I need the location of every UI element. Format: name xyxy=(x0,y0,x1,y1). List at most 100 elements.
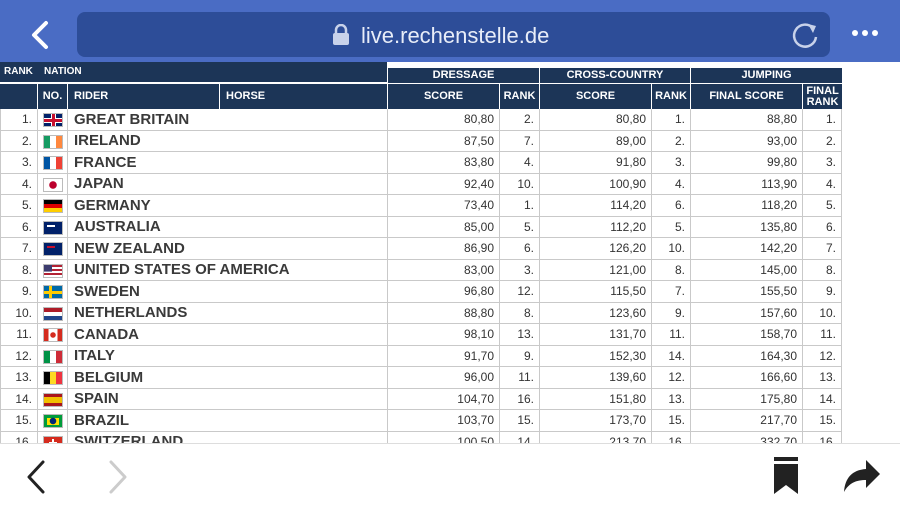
dressage-rank: 7. xyxy=(500,130,540,152)
flag-icon xyxy=(43,156,63,170)
flag-icon xyxy=(43,113,63,127)
flag-icon xyxy=(43,220,63,235)
nation: JAPAN xyxy=(68,173,388,195)
flag-icon xyxy=(43,285,63,299)
nation: ITALY xyxy=(68,345,388,367)
results-table: RANK NATION DRESSAGE CROSS-COUNTRY JUMPI… xyxy=(0,62,900,443)
dressage-rank: 4. xyxy=(500,152,540,174)
flag-cell xyxy=(38,259,68,281)
column-header: RANK xyxy=(500,84,539,109)
rank: 13. xyxy=(0,367,38,389)
rank: 4. xyxy=(0,173,38,195)
cross-country-score: 151,80 xyxy=(540,388,652,410)
flag-cell xyxy=(38,281,68,303)
final-score: 332,70 xyxy=(691,431,803,443)
menu-button[interactable] xyxy=(850,28,880,38)
dressage-rank: 13. xyxy=(500,324,540,346)
cross-country-score: 173,70 xyxy=(540,410,652,432)
dressage-score: 83,80 xyxy=(388,152,500,174)
flag-icon xyxy=(43,349,63,364)
final-score: 93,00 xyxy=(691,130,803,152)
column-header: FINAL RANK xyxy=(803,84,842,109)
flag-cell xyxy=(38,130,68,152)
cross-country-rank: 8. xyxy=(652,259,691,281)
flag-cell xyxy=(38,216,68,238)
dressage-score: 83,00 xyxy=(388,259,500,281)
cross-country-rank: 4. xyxy=(652,173,691,195)
cross-country-score: 123,60 xyxy=(540,302,652,324)
dressage-score: 98,10 xyxy=(388,324,500,346)
dressage-rank: 16. xyxy=(500,388,540,410)
final-rank: 1. xyxy=(803,109,842,131)
flag-cell xyxy=(38,388,68,410)
flag-icon xyxy=(43,134,63,149)
flag-cell xyxy=(38,173,68,195)
final-rank: 9. xyxy=(803,281,842,303)
dressage-rank: 6. xyxy=(500,238,540,260)
dressage-rank: 3. xyxy=(500,259,540,281)
final-rank: 8. xyxy=(803,259,842,281)
reload-button[interactable] xyxy=(789,20,821,52)
final-score: 166,60 xyxy=(691,367,803,389)
final-score: 118,20 xyxy=(691,195,803,217)
dressage-rank: 8. xyxy=(500,302,540,324)
final-rank: 14. xyxy=(803,388,842,410)
group-header: JUMPING xyxy=(691,68,842,83)
url-field[interactable] xyxy=(77,12,830,57)
flag-icon xyxy=(43,435,63,443)
final-rank: 7. xyxy=(803,238,842,260)
column-header: RIDER xyxy=(68,84,219,109)
dressage-score: 85,00 xyxy=(388,216,500,238)
flag-icon xyxy=(43,328,63,342)
nation: FRANCE xyxy=(68,152,388,174)
cross-country-rank: 6. xyxy=(652,195,691,217)
cross-country-score: 91,80 xyxy=(540,152,652,174)
back-button[interactable] xyxy=(24,459,48,495)
final-rank: 5. xyxy=(803,195,842,217)
dressage-score: 87,50 xyxy=(388,130,500,152)
dressage-score: 73,40 xyxy=(388,195,500,217)
group-header: CROSS-COUNTRY xyxy=(540,68,690,83)
forward-button[interactable] xyxy=(106,459,130,495)
back-button[interactable] xyxy=(28,20,54,50)
flag-cell xyxy=(38,410,68,432)
cross-country-score: 80,80 xyxy=(540,109,652,131)
rank: 7. xyxy=(0,238,38,260)
final-rank: 16. xyxy=(803,431,842,443)
bookmark-button[interactable] xyxy=(772,456,800,496)
flag-cell xyxy=(38,367,68,389)
rank: 15. xyxy=(0,410,38,432)
flag-cell xyxy=(38,345,68,367)
column-header: SCORE xyxy=(540,84,651,109)
dressage-rank: 14. xyxy=(500,431,540,443)
lock-icon xyxy=(333,24,349,45)
cross-country-rank: 3. xyxy=(652,152,691,174)
final-score: 155,50 xyxy=(691,281,803,303)
column-header: SCORE xyxy=(388,84,499,109)
dressage-rank: 12. xyxy=(500,281,540,303)
flag-cell xyxy=(38,302,68,324)
dressage-score: 91,70 xyxy=(388,345,500,367)
flag-icon xyxy=(43,242,63,256)
final-rank: 4. xyxy=(803,173,842,195)
group-header: NATION xyxy=(44,66,82,77)
final-rank: 12. xyxy=(803,345,842,367)
flag-cell xyxy=(38,324,68,346)
share-button[interactable] xyxy=(842,458,882,494)
rank: 9. xyxy=(0,281,38,303)
nation: AUSTRALIA xyxy=(68,216,388,238)
nation: GERMANY xyxy=(68,195,388,217)
flag-icon xyxy=(43,414,63,428)
nation: SPAIN xyxy=(68,388,388,410)
cross-country-score: 139,60 xyxy=(540,367,652,389)
cross-country-rank: 5. xyxy=(652,216,691,238)
flag-cell xyxy=(38,195,68,217)
cross-country-rank: 16. xyxy=(652,431,691,443)
flag-icon xyxy=(43,263,63,278)
rank: 14. xyxy=(0,388,38,410)
flag-cell xyxy=(38,152,68,174)
flag-cell xyxy=(38,109,68,131)
final-score: 164,30 xyxy=(691,345,803,367)
cross-country-score: 89,00 xyxy=(540,130,652,152)
